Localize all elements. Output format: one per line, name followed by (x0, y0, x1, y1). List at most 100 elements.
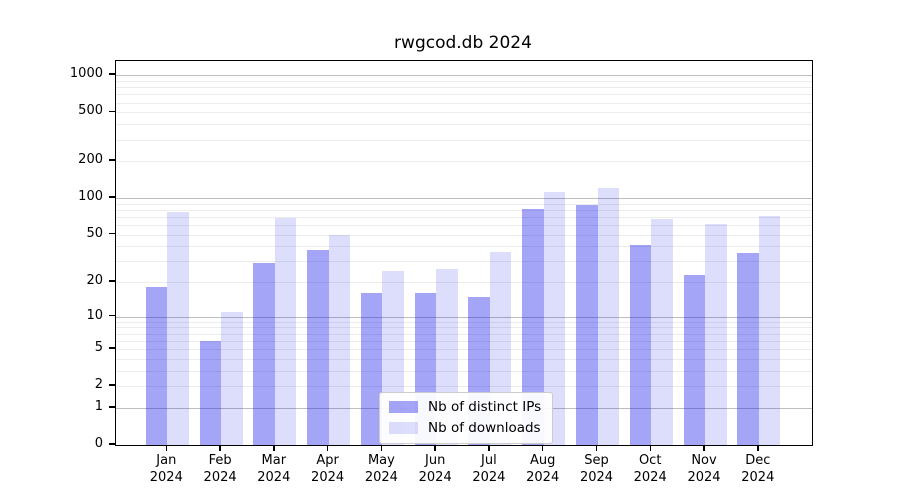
bar-nov-ips (683, 274, 705, 445)
gridline-300 (116, 139, 812, 141)
x-tick-dec (757, 445, 759, 451)
gridline-4 (116, 358, 812, 360)
bar-oct-downloads (651, 219, 673, 445)
x-tick-label-dec: Dec 2024 (741, 453, 775, 485)
bar-oct-ips (629, 244, 652, 445)
gridline-20 (116, 282, 812, 283)
y-tick-label-2: 2 (94, 377, 103, 393)
gridline-600 (116, 102, 812, 104)
y-tick-2 (109, 384, 115, 386)
legend-label-distinct-ips: Nb of distinct IPs (428, 399, 542, 415)
legend-swatch-distinct-ips (389, 401, 418, 413)
x-tick-may (380, 445, 383, 451)
gridline-2 (116, 386, 812, 388)
x-tick-label-aug: Aug 2024 (526, 453, 560, 485)
y-tick-label-500: 500 (78, 103, 103, 119)
y-tick-20 (109, 280, 115, 282)
y-tick-1000 (109, 73, 115, 75)
gridline-3 (116, 370, 812, 372)
y-tick-label-100: 100 (78, 189, 103, 204)
y-tick-label-20: 20 (86, 273, 103, 288)
gridline-400 (116, 124, 812, 126)
y-tick-1 (109, 406, 115, 408)
y-tick-50 (109, 232, 115, 235)
y-tick-5 (109, 347, 115, 349)
gridline-50 (116, 234, 812, 236)
y-tick-label-50: 50 (86, 225, 103, 241)
x-tick-aug (541, 445, 544, 451)
legend-label-downloads: Nb of downloads (428, 420, 541, 436)
y-tick-label-5: 5 (94, 340, 103, 356)
y-tick-10 (109, 314, 115, 317)
gridline-6 (116, 340, 812, 342)
gridline-7 (116, 333, 812, 335)
bar-sep-downloads (597, 188, 619, 445)
bar-dec-ips (737, 253, 759, 445)
gridline-800 (116, 87, 812, 89)
gridline-9 (116, 321, 812, 323)
bar-aug-ips (522, 208, 544, 445)
gridline-30 (116, 261, 812, 263)
gridline-200 (116, 161, 812, 163)
bar-mar-downloads (274, 218, 297, 445)
x-tick-feb (219, 445, 221, 451)
x-tick-oct (649, 445, 651, 451)
gridline-70 (116, 216, 812, 218)
y-tick-0 (109, 443, 115, 445)
x-tick-jan (165, 445, 168, 451)
gridline-1000 (116, 75, 812, 77)
legend-entry-distinct-ips: Nb of distinct IPs (389, 399, 541, 415)
bar-mar-ips (253, 262, 275, 445)
bar-feb-ips (199, 340, 222, 445)
x-tick-label-jun: Jun 2024 (418, 453, 452, 485)
bar-jan-ips (145, 287, 168, 445)
y-tick-label-1: 1 (94, 398, 103, 414)
y-tick-100 (109, 196, 115, 198)
gridline-10 (116, 316, 812, 318)
bar-sep-ips (576, 204, 598, 445)
bar-feb-downloads (221, 312, 243, 445)
x-tick-label-feb: Feb 2024 (203, 453, 237, 485)
gridline-40 (116, 246, 812, 248)
bar-apr-downloads (328, 234, 351, 445)
x-tick-jun (434, 445, 436, 451)
bar-may-ips (360, 293, 383, 445)
legend-swatch-downloads (389, 422, 418, 434)
gridline-100 (116, 198, 812, 199)
gridline-700 (116, 94, 812, 96)
legend-entry-downloads: Nb of downloads (389, 420, 541, 436)
x-tick-apr (326, 445, 329, 451)
x-tick-label-sep: Sep 2024 (579, 453, 614, 485)
chart-title: rwgcod.db 2024 (394, 33, 532, 53)
y-tick-500 (109, 110, 115, 112)
x-tick-sep (595, 445, 598, 451)
y-tick-label-200: 200 (78, 152, 103, 168)
x-tick-label-nov: Nov 2024 (687, 453, 721, 485)
x-tick-label-jan: Jan 2024 (149, 453, 183, 485)
gridline-80 (116, 209, 812, 211)
x-tick-nov (703, 445, 705, 451)
bar-nov-downloads (705, 224, 727, 445)
x-tick-label-may: May 2024 (364, 453, 398, 485)
gridline-8 (116, 327, 812, 329)
gridline-5 (116, 349, 812, 351)
x-tick-label-jul: Jul 2024 (472, 453, 506, 485)
x-tick-label-apr: Apr 2024 (311, 453, 345, 485)
x-tick-jul (488, 445, 490, 451)
y-tick-label-0: 0 (94, 436, 103, 451)
y-tick-200 (109, 159, 115, 161)
gridline-90 (116, 203, 812, 205)
x-tick-mar (273, 445, 275, 451)
bar-apr-ips (307, 250, 329, 445)
legend: Nb of distinct IPs Nb of downloads (379, 392, 554, 444)
y-tick-label-1000: 1000 (69, 66, 103, 82)
gridline-60 (116, 224, 812, 226)
x-tick-label-oct: Oct 2024 (633, 453, 667, 485)
bar-jan-downloads (167, 211, 189, 445)
bar-dec-downloads (758, 216, 781, 445)
plot-area: Nb of distinct IPs Nb of downloads (115, 60, 813, 446)
y-tick-label-10: 10 (86, 307, 103, 323)
bar-aug-downloads (543, 191, 566, 445)
gridline-900 (116, 80, 812, 82)
